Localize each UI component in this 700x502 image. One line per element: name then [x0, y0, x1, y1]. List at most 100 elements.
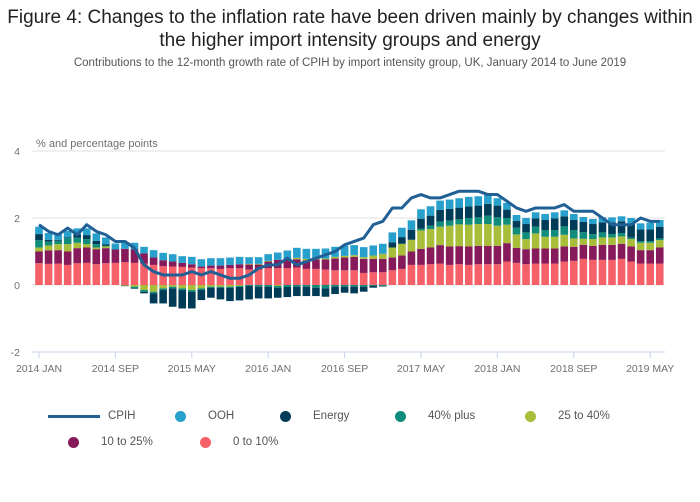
bar-40-plus	[503, 218, 511, 225]
bar-40-plus	[464, 218, 473, 225]
bar-40-plus	[350, 285, 358, 287]
bar-40-plus	[531, 226, 540, 234]
bar-0-to-10-	[73, 263, 81, 285]
bar-40-plus	[149, 291, 158, 294]
bar-0-to-10-	[235, 268, 244, 285]
bar-40-plus	[197, 288, 206, 291]
bar-0-to-10-	[264, 268, 272, 285]
bar-ooh	[464, 196, 473, 207]
bar-25-to-40-	[646, 242, 654, 251]
bar-25-to-40-	[254, 263, 263, 265]
bar-10-to-25-	[560, 246, 569, 262]
bar-energy	[121, 285, 129, 287]
bar-energy	[149, 293, 158, 304]
bar-10-to-25-	[140, 253, 148, 264]
bar-0-to-10-	[617, 258, 626, 285]
legend-label: 25 to 40%	[558, 410, 610, 422]
bar-0-to-10-	[369, 272, 378, 285]
bar-25-to-40-	[216, 285, 225, 287]
bar-0-to-10-	[130, 262, 139, 285]
bar-0-to-10-	[149, 264, 158, 285]
bar-25-to-40-	[82, 244, 91, 248]
bar-ooh	[627, 218, 635, 225]
bar-0-to-10-	[608, 259, 616, 285]
bar-25-to-40-	[63, 244, 72, 252]
bar-40-plus	[35, 240, 43, 248]
bar-25-to-40-	[464, 224, 473, 247]
bar-10-to-25-	[283, 259, 292, 269]
bar-25-to-40-	[493, 225, 502, 246]
bar-25-to-40-	[149, 285, 158, 292]
bar-0-to-10-	[398, 268, 406, 285]
bar-energy	[522, 224, 530, 233]
bar-40-plus	[102, 245, 110, 247]
bar-energy	[140, 291, 148, 294]
bar-25-to-40-	[436, 226, 444, 246]
legend-item: 0 to 10%	[200, 436, 278, 448]
legend-item: OOH	[175, 410, 234, 422]
bar-40-plus	[302, 285, 311, 287]
bar-10-to-25-	[188, 264, 196, 268]
bar-25-to-40-	[636, 242, 645, 251]
bar-10-to-25-	[474, 245, 483, 265]
bar-10-to-25-	[369, 258, 378, 273]
bar-25-to-40-	[589, 239, 597, 246]
bar-10-to-25-	[168, 261, 177, 267]
bar-10-to-25-	[417, 248, 425, 265]
bar-0-to-10-	[273, 268, 282, 285]
bar-ooh	[293, 247, 301, 258]
bar-energy	[589, 224, 597, 235]
chart-title: Figure 4: Changes to the inflation rate …	[7, 7, 693, 51]
bar-0-to-10-	[445, 264, 454, 285]
bar-25-to-40-	[369, 255, 378, 259]
bar-0-to-10-	[245, 269, 253, 285]
bar-25-to-40-	[121, 285, 129, 286]
bar-energy	[627, 224, 635, 238]
bar-energy	[264, 286, 272, 299]
bar-40-plus	[245, 285, 253, 287]
x-tick-label: 2017 MAY	[397, 363, 445, 375]
bar-10-to-25-	[197, 266, 206, 269]
bar-10-to-25-	[111, 249, 120, 263]
bar-ooh	[570, 213, 578, 221]
bar-40-plus	[560, 226, 569, 235]
bar-25-to-40-	[417, 230, 425, 249]
bar-energy	[560, 216, 569, 227]
bar-25-to-40-	[159, 285, 167, 289]
bar-0-to-10-	[340, 270, 349, 285]
bar-ooh	[35, 226, 43, 235]
bar-40-plus	[484, 215, 492, 225]
bar-25-to-40-	[455, 224, 463, 247]
bar-ooh	[493, 198, 502, 206]
bar-energy	[54, 239, 62, 241]
bar-energy	[455, 207, 463, 220]
x-tick-label: 2014 JAN	[16, 363, 62, 375]
bar-ooh	[359, 247, 368, 258]
bar-25-to-40-	[331, 256, 339, 259]
bar-10-to-25-	[207, 265, 215, 269]
bar-0-to-10-	[579, 258, 588, 285]
bar-40-plus	[417, 228, 425, 231]
bar-energy	[636, 229, 645, 242]
x-tick-label: 2015 MAY	[168, 363, 216, 375]
bar-energy	[484, 203, 492, 216]
bar-25-to-40-	[522, 239, 530, 250]
bar-10-to-25-	[436, 245, 444, 264]
bar-10-to-25-	[121, 248, 129, 263]
bar-ooh	[273, 252, 282, 260]
bar-0-to-10-	[254, 269, 263, 285]
bar-0-to-10-	[216, 268, 225, 285]
bar-energy	[436, 209, 444, 222]
bar-ooh	[178, 256, 187, 263]
bar-40-plus	[493, 217, 502, 226]
bar-energy	[445, 208, 454, 221]
bar-0-to-10-	[331, 270, 339, 285]
bar-energy	[254, 286, 263, 299]
bar-40-plus	[140, 290, 148, 292]
bar-ooh	[531, 212, 540, 219]
bar-energy	[646, 229, 654, 242]
bar-10-to-25-	[550, 248, 559, 264]
x-tick-label: 2016 JAN	[245, 363, 291, 375]
bar-25-to-40-	[350, 255, 358, 257]
bar-25-to-40-	[168, 285, 177, 287]
